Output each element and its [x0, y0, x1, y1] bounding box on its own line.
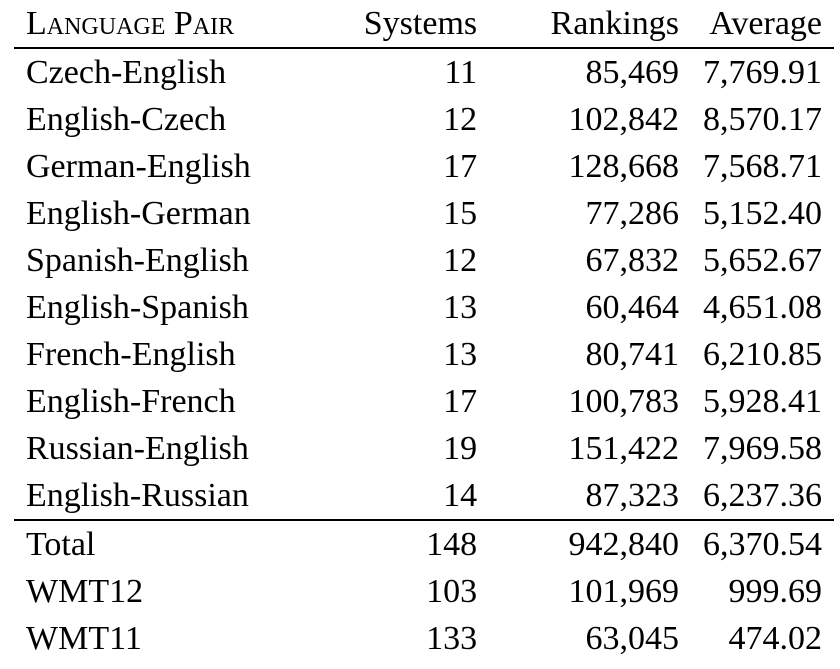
table-header: Language Pair Systems Rankings Average	[14, 0, 834, 48]
summary-row-wmt11: WMT11 133 63,045 474.02	[14, 615, 834, 662]
cell-systems: 15	[443, 195, 478, 232]
header-rankings: Rankings	[550, 5, 679, 42]
cell-pair: Spanish-English	[26, 242, 249, 279]
cell-pair: Czech-English	[26, 54, 227, 91]
header-row: Language Pair Systems Rankings Average	[14, 0, 834, 48]
cell-average: 8,570.17	[703, 101, 822, 138]
cell-average: 4,651.08	[703, 289, 822, 326]
header-systems: Systems	[363, 5, 478, 42]
cell-rankings: 101,969	[568, 573, 680, 610]
cell-systems: 13	[443, 289, 478, 326]
cell-pair: Russian-English	[26, 430, 249, 467]
cell-systems: 17	[443, 383, 478, 420]
rankings-table: Language Pair Systems Rankings Average C…	[14, 0, 834, 662]
cell-average: 7,568.71	[703, 148, 822, 185]
cell-rankings: 942,840	[489, 519, 691, 568]
cell-pair: English-German	[26, 195, 251, 232]
cell-average: 474.02	[728, 620, 823, 657]
cell-pair: English-Russian	[26, 477, 249, 514]
cell-rankings: 102,842	[568, 101, 680, 138]
cell-rankings: 151,422	[568, 430, 680, 467]
cell-rankings: 67,832	[585, 242, 680, 279]
table-row: English-Czech 12 102,842 8,570.17	[14, 96, 834, 143]
cell-systems: 14	[443, 477, 478, 514]
cell-average: 7,969.58	[703, 430, 822, 467]
cell-average: 999.69	[728, 573, 823, 610]
cell-average: 7,769.91	[703, 54, 822, 91]
header-average: Average	[709, 5, 822, 42]
cell-pair: German-English	[26, 148, 251, 185]
cell-rankings: 77,286	[585, 195, 680, 232]
table-row: Czech-English 11 85,469 7,769.91	[14, 48, 834, 96]
table-row: English-French 17 100,783 5,928.41	[14, 378, 834, 425]
cell-pair: English-Spanish	[26, 289, 249, 326]
cell-systems: 133	[426, 620, 478, 657]
cell-average: 5,152.40	[703, 195, 822, 232]
cell-systems: 148	[319, 519, 490, 568]
cell-rankings: 80,741	[585, 336, 680, 373]
cell-pair: Total	[14, 519, 320, 568]
cell-pair: French-English	[26, 336, 236, 373]
cell-average: 6,370.54	[691, 519, 834, 568]
table-row: English-German 15 77,286 5,152.40	[14, 190, 834, 237]
table-row: English-Spanish 13 60,464 4,651.08	[14, 284, 834, 331]
cell-rankings: 87,323	[585, 477, 680, 514]
table-body: Czech-English 11 85,469 7,769.91 English…	[14, 48, 834, 662]
table-row: Russian-English 19 151,422 7,969.58	[14, 425, 834, 472]
table-row: German-English 17 128,668 7,568.71	[14, 143, 834, 190]
table-row: Spanish-English 12 67,832 5,652.67	[14, 237, 834, 284]
cell-systems: 19	[443, 430, 478, 467]
cell-rankings: 85,469	[585, 54, 680, 91]
cell-average: 6,237.36	[703, 477, 822, 514]
cell-systems: 13	[443, 336, 478, 373]
cell-average: 5,652.67	[703, 242, 822, 279]
cell-systems: 17	[443, 148, 478, 185]
table-row: French-English 13 80,741 6,210.85	[14, 331, 834, 378]
cell-rankings: 60,464	[585, 289, 680, 326]
cell-systems: 11	[444, 54, 478, 91]
cell-rankings: 128,668	[568, 148, 680, 185]
cell-pair: WMT11	[26, 620, 142, 657]
cell-rankings: 100,783	[568, 383, 680, 420]
cell-average: 6,210.85	[703, 336, 822, 373]
summary-row-wmt12: WMT12 103 101,969 999.69	[14, 568, 834, 615]
table-row: English-Russian 14 87,323 6,237.36	[14, 472, 834, 520]
cell-pair: WMT12	[26, 573, 144, 610]
cell-pair: English-French	[26, 383, 236, 420]
cell-average: 5,928.41	[703, 383, 822, 420]
summary-row-total: Total 148 942,840 6,370.54	[14, 519, 834, 568]
header-language-pair: Language Pair	[26, 5, 235, 42]
cell-systems: 103	[426, 573, 478, 610]
cell-pair: English-Czech	[26, 101, 227, 138]
cell-systems: 12	[443, 101, 478, 138]
cell-systems: 12	[443, 242, 478, 279]
cell-rankings: 63,045	[585, 620, 680, 657]
